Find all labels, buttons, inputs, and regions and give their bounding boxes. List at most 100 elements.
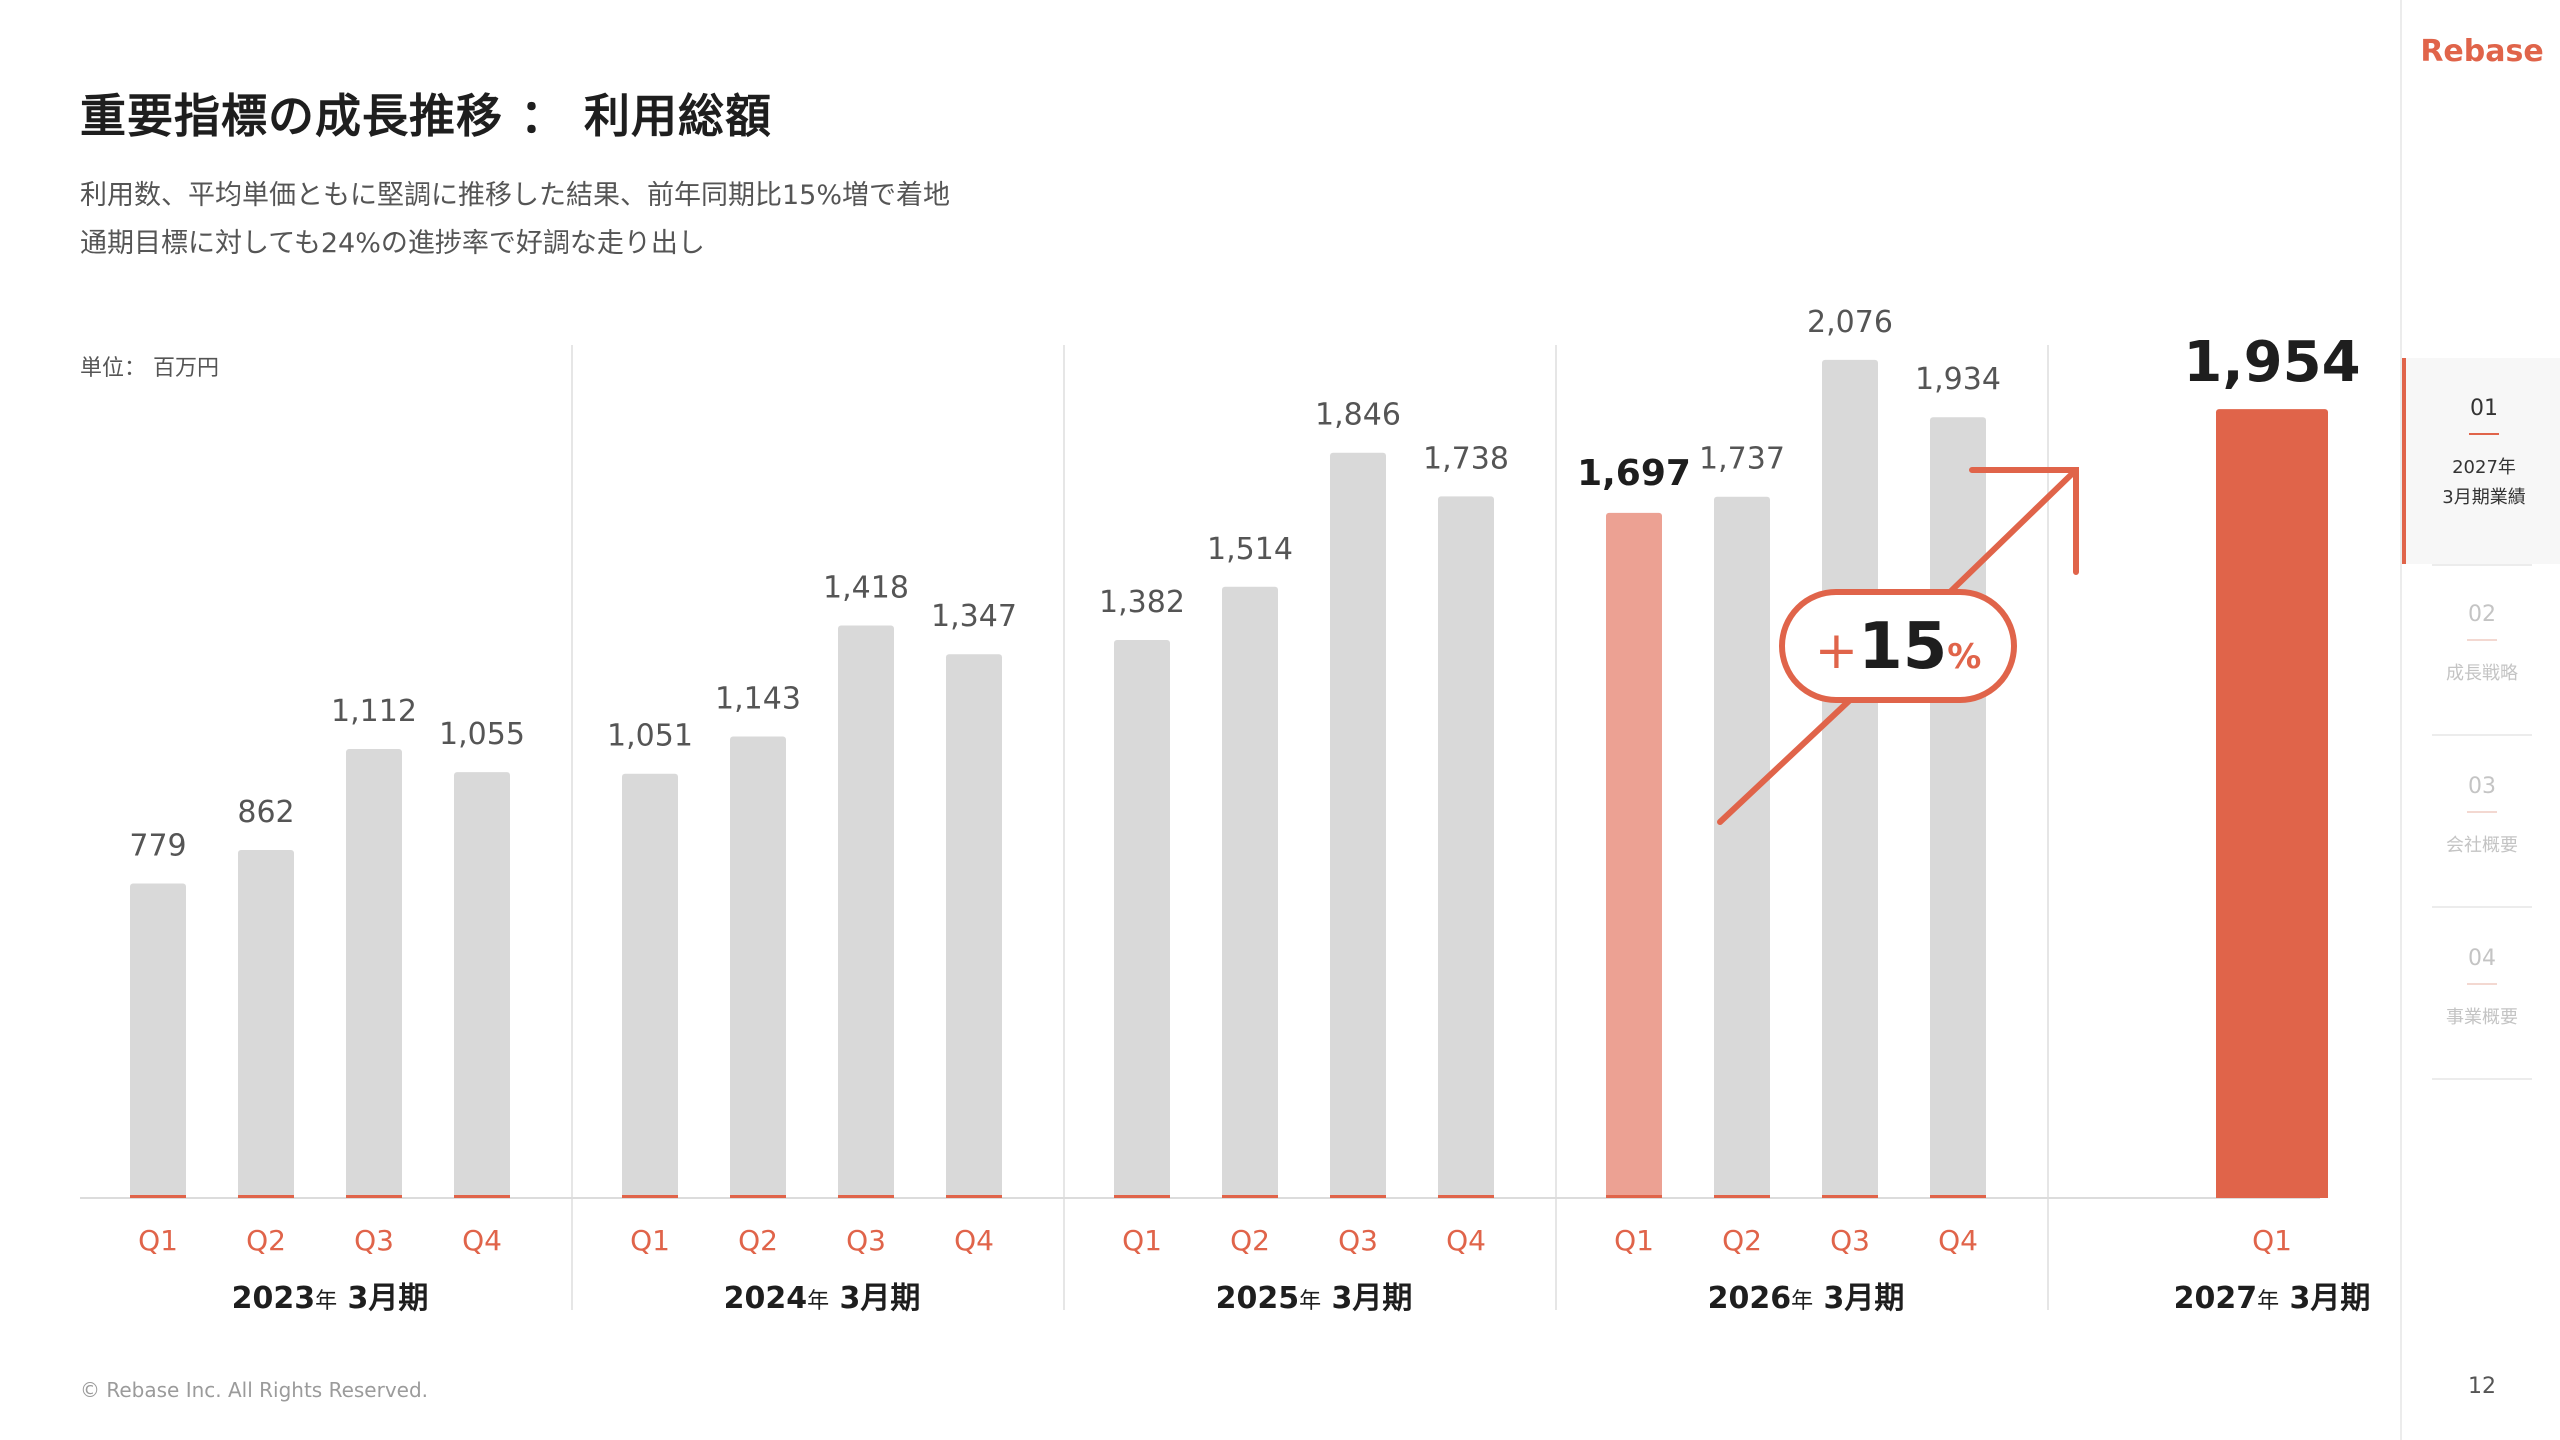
sidebar-item-growth-strategy[interactable]: 02 成長戦略 (2402, 564, 2560, 734)
slide-main: 重要指標の成長推移 ： 利用総額 利用数、平均単価ともに堅調に推移した結果、前年… (80, 89, 2371, 1402)
tick-label-quarter: Q1 (630, 1224, 670, 1257)
tick-label-fiscal-period: 2026年 3月期 (1708, 1281, 1905, 1316)
bar-2026-q3 (1822, 359, 1878, 1198)
tick-label-fiscal-period: 2024年 3月期 (724, 1281, 921, 1316)
tick-label-quarter: Q4 (954, 1224, 994, 1257)
bar-base-accent (238, 1195, 294, 1198)
data-label: 1,737 (1699, 442, 1785, 477)
sidebar-item-label: 成長戦略 (2446, 663, 2518, 684)
bar-base-accent (1930, 1195, 1986, 1198)
bar-base-accent (1222, 1195, 1278, 1198)
bar-base-accent (346, 1195, 402, 1198)
data-label: 1,738 (1423, 441, 1509, 476)
sidebar-item-label: 事業概要 (2446, 1007, 2518, 1028)
sidebar-item-underline (2467, 639, 2497, 641)
bar-base-accent (130, 1195, 186, 1198)
data-label: 1,055 (439, 717, 525, 752)
subtitle-line-2: 通期目標に対しても24%の進捗率で好調な走り出し (80, 228, 705, 259)
tick-label-quarter: Q3 (1830, 1224, 1870, 1257)
bar-base-accent (1330, 1195, 1386, 1198)
growth-badge (1779, 589, 2017, 703)
bar-2023-q4 (454, 772, 510, 1198)
tick-label-fiscal-period: 2027年 3月期 (2174, 1281, 2371, 1316)
unit-label: 単位： 百万円 (80, 356, 219, 381)
bar-base-accent (2216, 1195, 2328, 1198)
tick-label-quarter: Q4 (1938, 1224, 1978, 1257)
sidebar-item-underline (2467, 811, 2497, 813)
sidebar-item-company-overview[interactable]: 03 会社概要 (2402, 736, 2560, 906)
sidebar-divider (2432, 564, 2532, 566)
bar-2024-q3 (838, 625, 894, 1198)
data-label: 1,382 (1099, 585, 1185, 620)
sidebar-divider (2432, 734, 2532, 736)
bar-2026-q1 (1606, 512, 1662, 1198)
copyright: © Rebase Inc. All Rights Reserved. (80, 1378, 429, 1402)
bar-base-accent (1606, 1195, 1662, 1198)
bar-base-accent (454, 1195, 510, 1198)
bar-2027-q1 (2216, 409, 2328, 1199)
bar-base-accent (838, 1195, 894, 1198)
bar-2026-q2 (1714, 496, 1770, 1198)
data-label: 1,143 (715, 682, 801, 717)
sidebar-item-underline (2469, 433, 2499, 435)
page-title: 重要指標の成長推移 ： 利用総額 (80, 89, 773, 143)
bar-2024-q2 (730, 736, 786, 1198)
bar-2026-q4 (1930, 417, 1986, 1198)
tick-label-quarter: Q4 (1446, 1224, 1486, 1257)
bar-base-accent (730, 1195, 786, 1198)
sidebar-item-label-line: 3月期業績 (2442, 487, 2526, 508)
tick-label-quarter: Q3 (354, 1224, 394, 1257)
data-label: 1,051 (607, 719, 693, 754)
data-label: 1,514 (1207, 532, 1293, 567)
bar-base-accent (1438, 1195, 1494, 1198)
bar-2025-q1 (1114, 640, 1170, 1198)
data-label: 1,347 (931, 599, 1017, 634)
data-label-current: 1,954 (2183, 330, 2360, 395)
sidebar-item-number: 03 (2468, 774, 2496, 799)
sidebar-item-2027-results[interactable]: 01 2027年 3月期業績 (2402, 358, 2560, 564)
page-number: 12 (2468, 1374, 2496, 1399)
tick-label-quarter: Q1 (2252, 1224, 2292, 1257)
sidebar-item-number: 01 (2470, 396, 2498, 421)
growth-arrow-lower (1717, 697, 1853, 825)
sidebar-divider (2432, 1078, 2532, 1080)
bar-2023-q3 (346, 749, 402, 1198)
growth-percentage-label: +15% (1815, 610, 1982, 684)
data-label-comparison: 1,697 (1577, 453, 1691, 494)
tick-label-fiscal-period: 2023年 3月期 (232, 1281, 429, 1316)
bar-base-accent (1822, 1195, 1878, 1198)
tick-label-quarter: Q1 (1122, 1224, 1162, 1257)
tick-label-quarter: Q1 (1614, 1224, 1654, 1257)
data-label: 1,846 (1315, 398, 1401, 433)
tick-label-quarter: Q3 (846, 1224, 886, 1257)
sidebar-item-underline (2467, 983, 2497, 985)
sidebar-item-business-overview[interactable]: 04 事業概要 (2402, 908, 2560, 1078)
data-label: 2,076 (1807, 305, 1893, 340)
bar-2025-q2 (1222, 586, 1278, 1198)
sidebar-divider (2432, 906, 2532, 908)
tick-label-quarter: Q2 (1230, 1224, 1270, 1257)
tick-label-quarter: Q4 (462, 1224, 502, 1257)
bar-2023-q2 (238, 849, 294, 1198)
bar-2025-q3 (1330, 452, 1386, 1198)
sidebar-item-label: 2027年 3月期業績 (2406, 453, 2560, 513)
bar-base-accent (1714, 1195, 1770, 1198)
growth-arrow-upper (1947, 467, 2079, 595)
bar-base-accent (1114, 1195, 1170, 1198)
tick-label-quarter: Q1 (138, 1224, 178, 1257)
data-label: 1,418 (823, 571, 909, 606)
tick-label-fiscal-period: 2025年 3月期 (1216, 1281, 1413, 1316)
sidebar-item-number: 02 (2468, 602, 2496, 627)
data-label: 1,934 (1915, 362, 2001, 397)
gmv-bar-chart: 779 Q1 862 Q2 1,112 Q3 1,055 Q4 2023年 3月期 1,051 Q1… (80, 305, 2371, 1316)
bar-2023-q1 (130, 883, 186, 1198)
section-sidebar: Rebase 01 2027年 3月期業績 02 成長戦略 03 会社概要 04… (2400, 0, 2560, 1440)
bar-2025-q4 (1438, 496, 1494, 1199)
bar-base-accent (946, 1195, 1002, 1198)
brand-logo: Rebase (2420, 34, 2544, 69)
tick-label-quarter: Q2 (1722, 1224, 1762, 1257)
page-subtitle: 利用数、平均単価ともに堅調に推移した結果、前年同期比15%増で着地 通期目標に対… (80, 172, 950, 268)
bar-base-accent (622, 1195, 678, 1198)
data-label: 779 (129, 829, 186, 864)
data-label: 1,112 (331, 694, 417, 729)
